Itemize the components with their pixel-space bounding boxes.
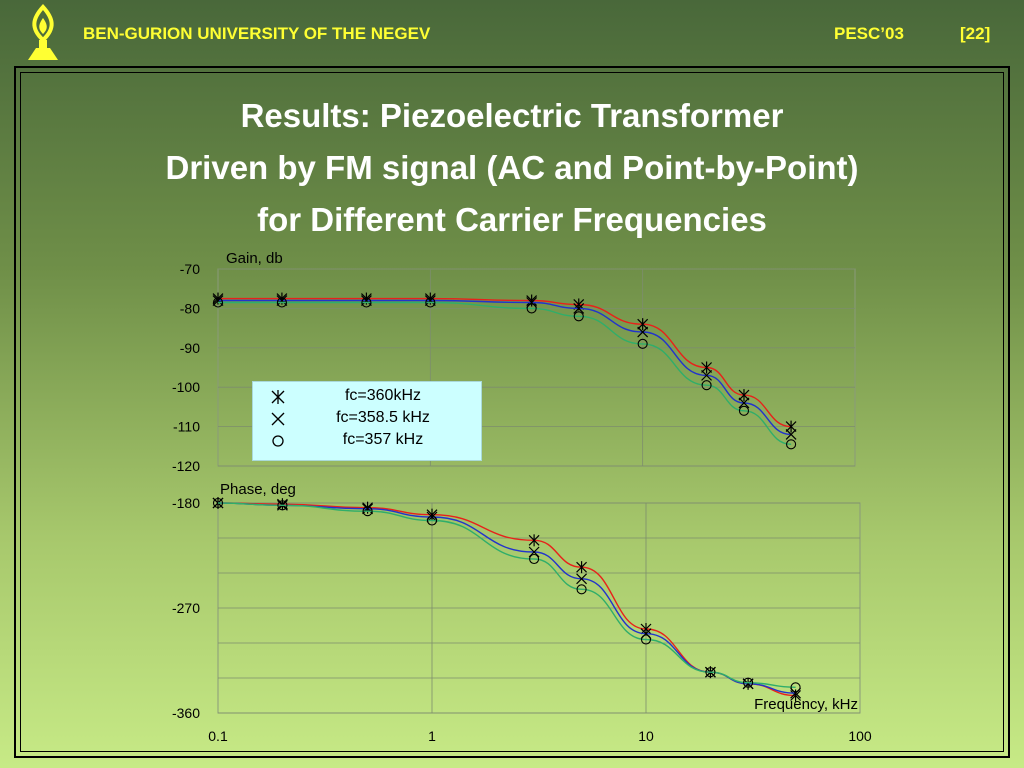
data-point xyxy=(742,678,754,690)
data-point xyxy=(576,584,587,595)
legend: fc=360kHz fc=358.5 kHz fc=357 kHz xyxy=(252,381,482,461)
data-point xyxy=(212,497,224,509)
legend-label: fc=360kHz xyxy=(344,387,422,404)
data-point xyxy=(529,553,540,565)
data-point xyxy=(526,303,537,314)
data-point xyxy=(212,297,224,308)
data-point xyxy=(426,515,438,526)
title-line-1: Results: Piezoelectric Transformer xyxy=(240,97,784,134)
legend-label: fc=358.5 kHz xyxy=(336,409,430,426)
y-axis-label: Gain, db xyxy=(226,250,283,267)
header-bar: BEN-GURION UNIVERSITY OF THE NEGEV PESC’… xyxy=(0,0,1024,72)
data-point xyxy=(212,295,224,306)
x-tick-label: 100 xyxy=(848,728,872,744)
y-tick-label: -100 xyxy=(172,379,200,395)
data-point xyxy=(786,439,797,450)
data-point xyxy=(576,573,588,585)
series-line-3 xyxy=(218,301,792,445)
data-point xyxy=(701,380,712,391)
data-point xyxy=(785,420,797,433)
conference-name: PESC’03 xyxy=(834,24,904,43)
data-point xyxy=(701,361,713,374)
data-point xyxy=(785,429,797,440)
data-point xyxy=(362,506,373,517)
series-line-1 xyxy=(218,297,792,428)
data-point xyxy=(640,628,652,640)
data-point xyxy=(276,498,288,511)
y-tick-label: -120 xyxy=(172,458,200,474)
y-tick-label: -180 xyxy=(172,495,200,511)
x-tick-label: 1 xyxy=(428,728,436,744)
university-name: BEN-GURION UNIVERSITY OF THE NEGEV xyxy=(83,24,431,43)
slide-number: [22] xyxy=(960,24,991,43)
series-line-3 xyxy=(217,502,796,688)
data-point xyxy=(276,295,288,306)
data-point xyxy=(738,397,750,409)
x-tick-label: 10 xyxy=(638,728,654,744)
title-line-2: Driven by FM signal (AC and Point-by-Poi… xyxy=(165,149,859,186)
data-point xyxy=(637,318,649,331)
university-logo-icon xyxy=(28,4,58,60)
gain-chart: -70 -80 -90 -100 -110 -120 Gain, db xyxy=(172,250,856,474)
y-tick-label: -110 xyxy=(173,419,200,435)
circle-marker-icon xyxy=(272,435,284,447)
data-point xyxy=(576,561,588,574)
legend-item: fc=358.5 kHz xyxy=(253,408,483,430)
y-tick-label: -80 xyxy=(180,300,200,316)
data-point xyxy=(637,326,649,338)
x-tick-label: 0.1 xyxy=(208,728,228,744)
data-point xyxy=(640,634,652,645)
y-tick-label: -360 xyxy=(172,705,200,721)
y-tick-label: -70 xyxy=(180,261,200,277)
legend-item: fc=360kHz xyxy=(253,386,483,408)
data-point xyxy=(743,677,754,688)
data-point xyxy=(738,405,750,416)
data-point xyxy=(425,297,436,308)
data-point xyxy=(738,389,750,402)
series-line-2 xyxy=(217,502,796,694)
legend-label: fc=357 kHz xyxy=(342,431,424,448)
slide-title: Results: Piezoelectric Transformer Drive… xyxy=(60,90,964,246)
data-point xyxy=(424,295,436,306)
data-point xyxy=(277,500,288,511)
series-line-2 xyxy=(218,299,792,436)
legend-item: fc=357 kHz xyxy=(253,430,483,452)
data-point xyxy=(361,297,372,308)
data-point xyxy=(526,294,538,307)
x-marker-icon xyxy=(271,412,285,426)
data-point xyxy=(701,369,713,381)
data-point xyxy=(573,311,584,322)
phase-chart: -180 -270 -360 Phase, deg 0.1 1 10 100 Frequency… xyxy=(172,481,872,744)
data-point xyxy=(705,667,716,678)
data-point xyxy=(790,682,801,693)
slide-frame xyxy=(14,66,1010,758)
series-line-1 xyxy=(217,502,796,697)
x-axis-label: Frequency, kHz xyxy=(754,696,858,713)
data-point xyxy=(360,295,372,306)
data-point xyxy=(637,338,648,349)
y-tick-label: -90 xyxy=(180,340,200,356)
data-point xyxy=(790,687,802,699)
data-point xyxy=(573,302,585,314)
title-line-3: for Different Carrier Frequencies xyxy=(257,201,767,238)
asterisk-marker-icon xyxy=(271,390,285,404)
data-point xyxy=(362,503,374,515)
data-point xyxy=(528,534,540,547)
y-tick-label: -270 xyxy=(172,600,200,616)
data-point xyxy=(426,508,438,521)
data-point xyxy=(276,297,287,308)
y-axis-label: Phase, deg xyxy=(220,481,296,498)
